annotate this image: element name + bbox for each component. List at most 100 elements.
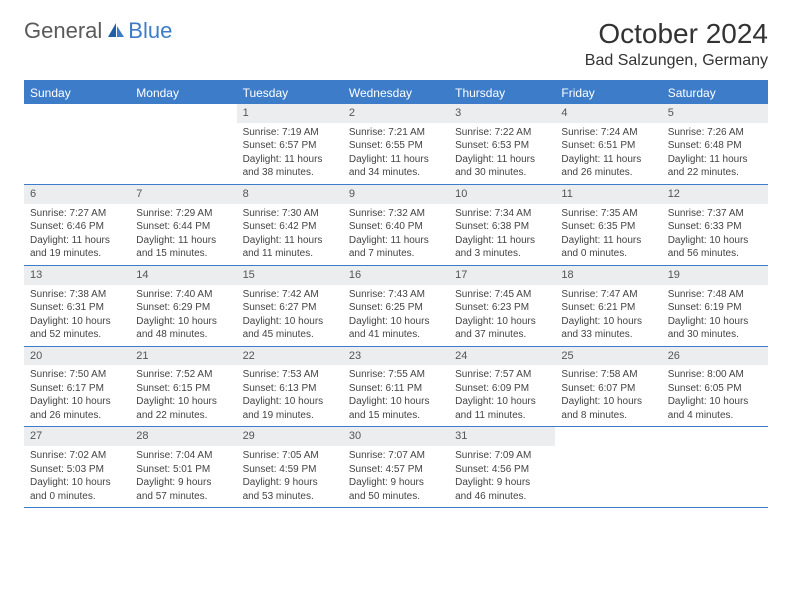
day-number: 5 — [662, 104, 768, 123]
day-number: 31 — [449, 427, 555, 446]
sunrise-text: Sunrise: 7:04 AM — [136, 449, 230, 463]
daylight-text: Daylight: 10 hours and 0 minutes. — [30, 476, 124, 503]
day-content: Sunrise: 7:21 AMSunset: 6:55 PMDaylight:… — [343, 123, 449, 184]
day-content: Sunrise: 7:48 AMSunset: 6:19 PMDaylight:… — [662, 285, 768, 346]
logo-sail-icon — [106, 21, 126, 39]
sunrise-text: Sunrise: 7:42 AM — [243, 288, 337, 302]
day-number: 4 — [555, 104, 661, 123]
day-cell: 1Sunrise: 7:19 AMSunset: 6:57 PMDaylight… — [237, 104, 343, 184]
sunset-text: Sunset: 4:59 PM — [243, 463, 337, 477]
day-cell: 18Sunrise: 7:47 AMSunset: 6:21 PMDayligh… — [555, 266, 661, 346]
week-row: 13 Sunrise: 7:38 AMSunset: 6:31 PM Dayligh… — [24, 266, 768, 347]
daylight-text: Daylight: 11 hours and 3 minutes. — [455, 234, 549, 261]
sunrise-text: Sunrise: 7:05 AM — [243, 449, 337, 463]
day-content: Sunrise: 7:40 AMSunset: 6:29 PMDaylight:… — [130, 285, 236, 346]
day-content: Sunrise: 7:45 AMSunset: 6:23 PMDaylight:… — [449, 285, 555, 346]
day-number: 23 — [343, 347, 449, 366]
daylight-text: Daylight: 10 hours and 41 minutes. — [349, 315, 443, 342]
day-content: Sunrise: 7:29 AMSunset: 6:44 PMDaylight:… — [130, 204, 236, 265]
week-row: 20Sunrise: 7:50 AMSunset: 6:17 PMDayligh… — [24, 347, 768, 428]
day-number: 14 — [130, 266, 236, 285]
daylight-text: Daylight: 11 hours and 34 minutes. — [349, 153, 443, 180]
calendar: SundayMondayTuesdayWednesdayThursdayFrid… — [24, 80, 768, 508]
sunrise-text: Sunrise: 7:38 AM — [30, 288, 124, 302]
sunset-text: Sunset: 6:29 PM — [136, 301, 230, 315]
daylight-text: Daylight: 9 hours and 46 minutes. — [455, 476, 549, 503]
day-number: 7 — [130, 185, 236, 204]
sunset-text: Sunset: 6:46 PM — [30, 220, 124, 234]
day-number: 15 — [237, 266, 343, 285]
day-cell: 4Sunrise: 7:24 AMSunset: 6:51 PMDaylight… — [555, 104, 661, 184]
sunset-text: Sunset: 6:05 PM — [668, 382, 762, 396]
day-cell: 27Sunrise: 7:02 AMSunset: 5:03 PMDayligh… — [24, 427, 130, 507]
week-row: 6Sunrise: 7:27 AMSunset: 6:46 PMDaylight… — [24, 185, 768, 266]
daylight-text: Daylight: 10 hours and 22 minutes. — [136, 395, 230, 422]
sunset-text: Sunset: 6:21 PM — [561, 301, 655, 315]
day-cell: . — [662, 427, 768, 507]
day-cell: . — [24, 104, 130, 184]
day-header: Saturday — [662, 82, 768, 104]
day-cell: 7Sunrise: 7:29 AMSunset: 6:44 PMDaylight… — [130, 185, 236, 265]
day-content: Sunrise: 7:42 AMSunset: 6:27 PMDaylight:… — [237, 285, 343, 346]
sunset-text: Sunset: 6:51 PM — [561, 139, 655, 153]
sunrise-text: Sunrise: 7:58 AM — [561, 368, 655, 382]
daylight-text: Daylight: 10 hours and 56 minutes. — [668, 234, 762, 261]
sunset-text: Sunset: 6:31 PM — [30, 301, 124, 315]
sunrise-text: Sunrise: 7:50 AM — [30, 368, 124, 382]
day-number: 19 — [662, 266, 768, 285]
day-cell: 17Sunrise: 7:45 AMSunset: 6:23 PMDayligh… — [449, 266, 555, 346]
day-cell: 13Sunrise: 7:38 AMSunset: 6:31 PMDayligh… — [24, 266, 130, 346]
sunset-text: Sunset: 6:33 PM — [668, 220, 762, 234]
daylight-text: Daylight: 9 hours and 53 minutes. — [243, 476, 337, 503]
daylight-text: Daylight: 10 hours and 15 minutes. — [349, 395, 443, 422]
sunrise-text: Sunrise: 7:09 AM — [455, 449, 549, 463]
day-cell: 20Sunrise: 7:50 AMSunset: 6:17 PMDayligh… — [24, 347, 130, 427]
sunset-text: Sunset: 6:25 PM — [349, 301, 443, 315]
day-content: Sunrise: 7:34 AMSunset: 6:38 PMDaylight:… — [449, 204, 555, 265]
daylight-text: Daylight: 10 hours and 8 minutes. — [561, 395, 655, 422]
day-content: Sunrise: 7:05 AMSunset: 4:59 PMDaylight:… — [237, 446, 343, 507]
sunrise-text: Sunrise: 7:52 AM — [136, 368, 230, 382]
day-cell: 28Sunrise: 7:04 AMSunset: 5:01 PMDayligh… — [130, 427, 236, 507]
day-number: 10 — [449, 185, 555, 204]
week-row: 27Sunrise: 7:02 AMSunset: 5:03 PMDayligh… — [24, 427, 768, 508]
day-number: 30 — [343, 427, 449, 446]
day-content: Sunrise: 7:37 AMSunset: 6:33 PMDaylight:… — [662, 204, 768, 265]
daylight-text: Daylight: 11 hours and 11 minutes. — [243, 234, 337, 261]
daylight-text: Daylight: 11 hours and 38 minutes. — [243, 153, 337, 180]
day-header: Tuesday — [237, 82, 343, 104]
day-content: Sunrise: 7:58 AMSunset: 6:07 PMDaylight:… — [555, 365, 661, 426]
sunset-text: Sunset: 6:55 PM — [349, 139, 443, 153]
day-cell: 21Sunrise: 7:52 AMSunset: 6:15 PMDayligh… — [130, 347, 236, 427]
sunrise-text: Sunrise: 7:43 AM — [349, 288, 443, 302]
daylight-text: Daylight: 11 hours and 30 minutes. — [455, 153, 549, 180]
sunrise-text: Sunrise: 7:26 AM — [668, 126, 762, 140]
sunset-text: Sunset: 6:07 PM — [561, 382, 655, 396]
day-content: Sunrise: 7:22 AMSunset: 6:53 PMDaylight:… — [449, 123, 555, 184]
title-block: October 2024 Bad Salzungen, Germany — [585, 18, 768, 70]
sunrise-text: Sunrise: 7:27 AM — [30, 207, 124, 221]
day-header: Friday — [555, 82, 661, 104]
sunrise-text: Sunrise: 7:57 AM — [455, 368, 549, 382]
day-cell: 9Sunrise: 7:32 AMSunset: 6:40 PMDaylight… — [343, 185, 449, 265]
day-cell: 26Sunrise: 8:00 AMSunset: 6:05 PMDayligh… — [662, 347, 768, 427]
sunrise-text: Sunrise: 7:47 AM — [561, 288, 655, 302]
location: Bad Salzungen, Germany — [585, 52, 768, 70]
day-cell: . — [555, 427, 661, 507]
daylight-text: Daylight: 11 hours and 22 minutes. — [668, 153, 762, 180]
daylight-text: Daylight: 10 hours and 37 minutes. — [455, 315, 549, 342]
sunset-text: Sunset: 6:40 PM — [349, 220, 443, 234]
sunrise-text: Sunrise: 7:22 AM — [455, 126, 549, 140]
day-content: Sunrise: 7:57 AMSunset: 6:09 PMDaylight:… — [449, 365, 555, 426]
day-cell: 3Sunrise: 7:22 AMSunset: 6:53 PMDaylight… — [449, 104, 555, 184]
day-number: 3 — [449, 104, 555, 123]
sunrise-text: Sunrise: 7:34 AM — [455, 207, 549, 221]
daylight-text: Daylight: 10 hours and 19 minutes. — [243, 395, 337, 422]
day-content: Sunrise: 7:50 AMSunset: 6:17 PMDaylight:… — [24, 365, 130, 426]
sunrise-text: Sunrise: 7:30 AM — [243, 207, 337, 221]
week-row: ..1Sunrise: 7:19 AMSunset: 6:57 PMDaylig… — [24, 104, 768, 185]
day-content: Sunrise: 7:30 AMSunset: 6:42 PMDaylight:… — [237, 204, 343, 265]
day-number: 13 — [24, 266, 130, 285]
day-cell: 14Sunrise: 7:40 AMSunset: 6:29 PMDayligh… — [130, 266, 236, 346]
day-cell: 19Sunrise: 7:48 AMSunset: 6:19 PMDayligh… — [662, 266, 768, 346]
